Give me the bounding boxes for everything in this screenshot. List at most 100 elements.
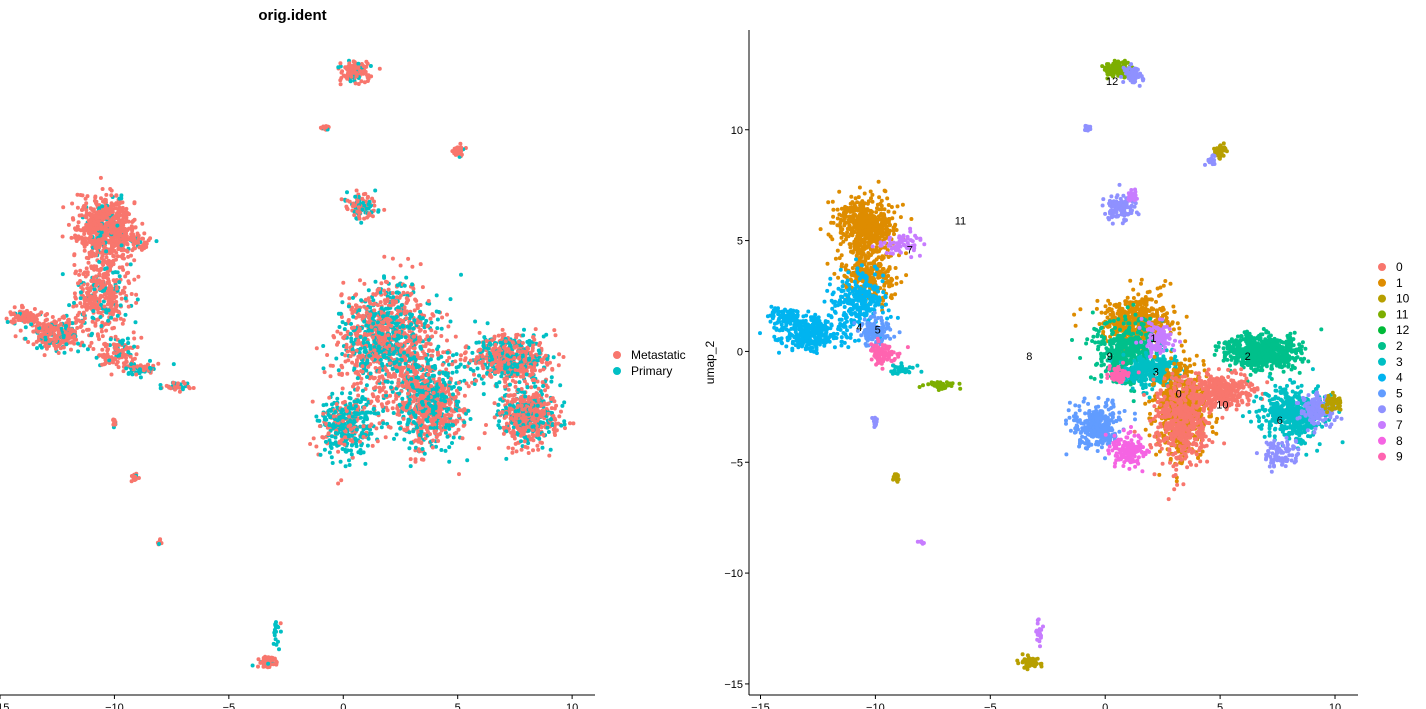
data-point	[358, 335, 363, 339]
data-point	[392, 436, 396, 441]
data-point	[133, 320, 138, 325]
data-point	[506, 370, 510, 375]
data-point	[370, 392, 375, 397]
data-point	[26, 315, 31, 320]
data-point	[495, 352, 500, 357]
data-point	[382, 254, 387, 259]
data-point	[419, 346, 424, 351]
data-point	[538, 368, 543, 373]
data-point	[339, 478, 344, 483]
data-point	[412, 308, 417, 313]
data-point	[134, 292, 139, 297]
data-point	[109, 230, 114, 235]
data-point	[119, 193, 124, 198]
data-point	[379, 281, 384, 286]
data-point	[401, 318, 406, 323]
data-point	[350, 350, 355, 355]
data-point	[72, 291, 77, 296]
data-point	[91, 275, 96, 280]
data-point	[117, 213, 122, 218]
data-point	[497, 346, 502, 351]
data-point	[113, 334, 118, 339]
data-point	[346, 318, 351, 322]
data-point	[522, 439, 527, 444]
data-point	[468, 367, 473, 372]
data-point	[450, 370, 455, 375]
data-point	[70, 201, 75, 206]
data-point	[377, 375, 382, 380]
data-point	[377, 421, 382, 426]
data-point	[109, 315, 114, 320]
data-point	[89, 340, 94, 345]
data-point	[115, 270, 120, 275]
data-point	[364, 306, 369, 311]
data-point	[67, 321, 72, 326]
data-point	[330, 391, 335, 396]
data-point	[32, 307, 37, 311]
data-point	[308, 442, 313, 446]
data-point	[447, 445, 452, 450]
data-point	[379, 306, 384, 311]
data-point	[527, 356, 532, 361]
data-point	[517, 426, 522, 431]
data-point	[92, 290, 97, 295]
data-point	[522, 327, 526, 332]
data-point	[505, 353, 510, 358]
data-point	[451, 384, 456, 389]
data-point	[384, 390, 388, 395]
data-point	[96, 215, 101, 220]
data-point	[415, 392, 420, 397]
data-point	[57, 332, 61, 337]
data-point	[510, 340, 515, 345]
data-point	[417, 436, 422, 441]
data-point	[120, 349, 125, 354]
data-point	[142, 231, 147, 236]
data-point	[18, 328, 23, 333]
data-point	[474, 340, 479, 345]
data-point	[9, 319, 14, 324]
data-point	[342, 334, 347, 339]
data-point	[459, 272, 463, 277]
data-point	[417, 356, 422, 361]
data-point	[340, 365, 345, 370]
data-point	[563, 426, 567, 431]
data-point	[541, 384, 546, 388]
data-point	[430, 334, 435, 339]
data-point	[536, 447, 541, 452]
data-point	[525, 385, 530, 389]
data-point	[330, 363, 335, 368]
data-point	[514, 333, 519, 337]
data-point	[408, 369, 413, 374]
data-point	[362, 319, 367, 324]
data-point	[117, 274, 122, 279]
data-point	[448, 297, 453, 302]
data-point	[44, 346, 49, 351]
data-point	[447, 426, 452, 431]
data-point	[348, 331, 353, 336]
data-point	[321, 344, 326, 348]
data-point	[360, 353, 365, 358]
data-point	[120, 218, 125, 223]
data-point	[399, 342, 403, 347]
data-point	[458, 386, 463, 391]
data-point	[370, 335, 375, 340]
data-point	[516, 387, 521, 392]
data-point	[108, 187, 113, 191]
data-point	[89, 264, 94, 269]
data-point	[99, 282, 104, 287]
data-point	[477, 330, 482, 335]
data-point	[401, 384, 406, 389]
data-point	[73, 233, 78, 238]
data-point	[373, 327, 378, 332]
data-point	[180, 386, 185, 390]
data-point	[532, 418, 537, 423]
data-point	[356, 338, 361, 343]
data-point	[132, 356, 137, 361]
data-point	[65, 334, 70, 339]
data-point	[405, 371, 410, 376]
data-point	[488, 372, 493, 377]
data-point	[119, 196, 124, 201]
data-point	[379, 310, 384, 315]
data-point	[489, 368, 493, 373]
data-point	[389, 311, 394, 315]
